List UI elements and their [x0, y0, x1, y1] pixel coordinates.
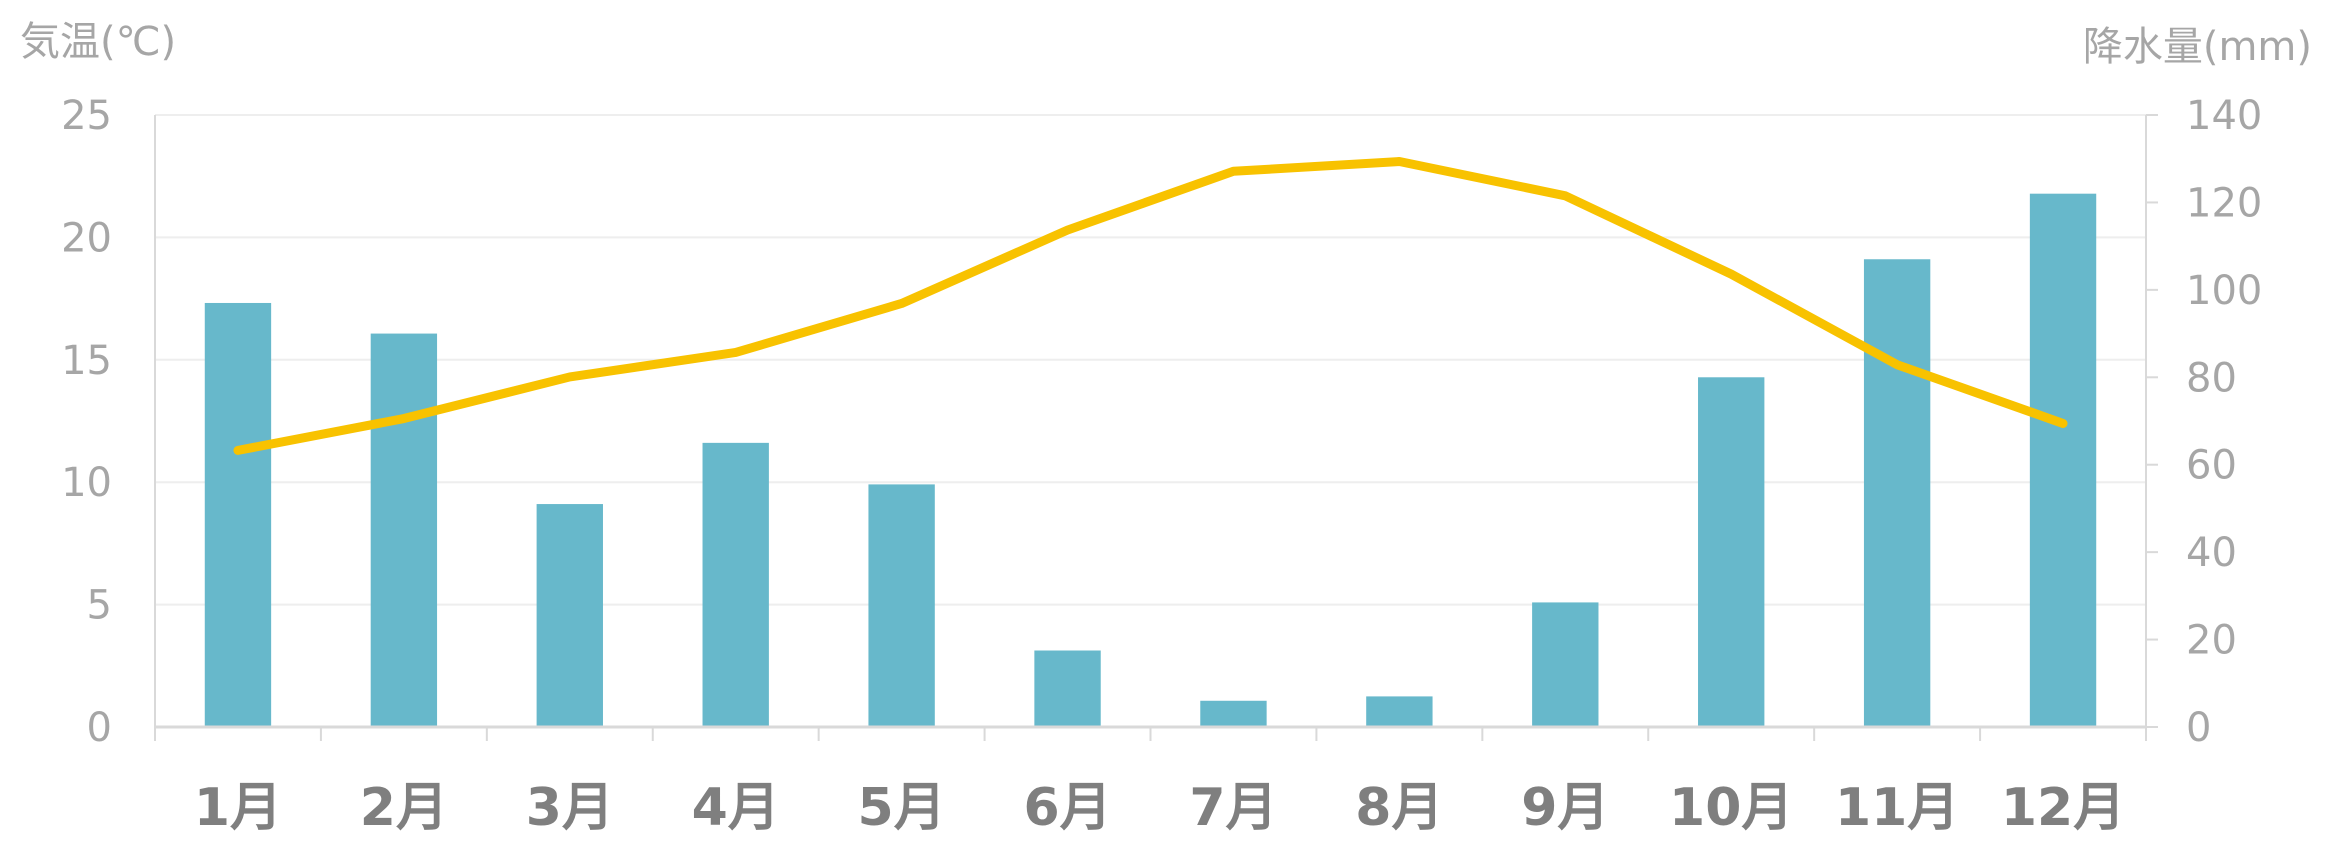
precipitation-bar-8 [1366, 696, 1433, 727]
right-tick-label-80: 80 [2186, 355, 2237, 401]
precipitation-bar-6 [1034, 650, 1101, 727]
precipitation-bar-9 [1532, 602, 1599, 727]
right-tick-label-60: 60 [2186, 443, 2237, 489]
tick-labels: 0 5 10 15 20 25 0 20 40 60 80 100 120 140 1月 2月 3月 4月 5月 6月… [61, 93, 2262, 838]
precipitation-bar-5 [868, 484, 935, 727]
right-tick-label-40: 40 [2186, 530, 2237, 576]
precipitation-bar-12 [2029, 193, 2097, 727]
right-tick-label-140: 140 [2186, 93, 2262, 139]
left-tick-label-25: 25 [61, 93, 112, 139]
right-tick-label-120: 120 [2186, 180, 2262, 226]
left-tick-label-15: 15 [61, 338, 112, 384]
left-tick-label-0: 0 [87, 705, 112, 751]
category-label-2: 2月 [360, 778, 448, 838]
category-label-5: 5月 [858, 778, 946, 838]
category-label-3: 3月 [526, 778, 614, 838]
category-label-12: 12月 [2001, 778, 2125, 838]
right-tick-label-20: 20 [2186, 618, 2237, 664]
left-tick-label-20: 20 [61, 215, 112, 261]
precipitation-bar-2 [370, 333, 438, 727]
precipitation-bar-4 [702, 442, 769, 727]
gridlines [155, 114, 2146, 606]
left-tick-label-10: 10 [61, 460, 112, 506]
category-label-9: 9月 [1521, 778, 1609, 838]
precipitation-bar-1 [204, 302, 272, 727]
precipitation-bar-7 [1200, 700, 1267, 727]
category-label-10: 10月 [1669, 778, 1793, 838]
category-label-7: 7月 [1189, 778, 1277, 838]
precipitation-bar-3 [536, 504, 603, 727]
category-label-4: 4月 [692, 778, 780, 838]
category-label-1: 1月 [194, 778, 282, 838]
right-axis-unit-label: 降水量(mm) [2083, 24, 2312, 70]
right-tick-label-100: 100 [2186, 268, 2262, 314]
category-label-6: 6月 [1023, 778, 1111, 838]
category-label-11: 11月 [1835, 778, 1959, 838]
precipitation-bar-10 [1698, 377, 1765, 727]
temperature-line [233, 157, 2068, 455]
category-label-8: 8月 [1355, 778, 1443, 838]
precipitation-bar-11 [1863, 259, 1931, 727]
temperature-line-group [233, 157, 2068, 455]
precipitation-bars [204, 193, 2097, 727]
right-tick-label-0: 0 [2186, 705, 2211, 751]
axes [154, 114, 2158, 741]
left-axis-unit-label: 気温(℃) [20, 19, 176, 65]
left-tick-label-5: 5 [87, 583, 112, 629]
